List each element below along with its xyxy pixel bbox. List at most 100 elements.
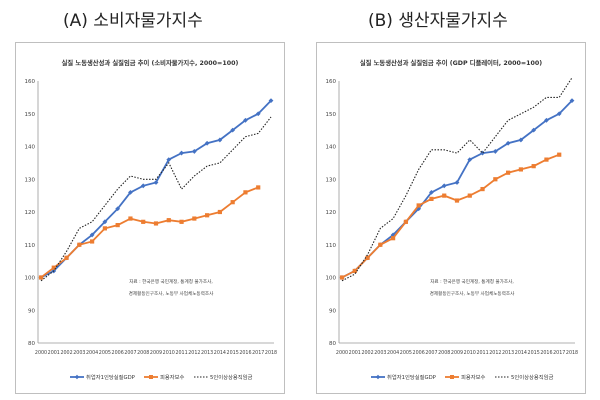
data-point	[339, 275, 345, 280]
y-tick-label: 100	[326, 276, 337, 282]
series-line-2	[341, 77, 573, 282]
y-tick-label: 80	[28, 341, 35, 347]
x-tick-label: 2015	[227, 350, 239, 356]
data-point	[569, 98, 575, 104]
data-point	[429, 189, 434, 195]
data-point	[391, 236, 396, 241]
chart-a-svg: 실질 노동생산성과 실질임금 추이 (소비자물가지수, 2000=100) 80 9…	[25, 58, 278, 381]
series-line-1	[341, 153, 560, 279]
x-tick-label: 2009	[451, 350, 463, 356]
chart-title: 실질 노동생산성과 실질임금 추이 (소비자물가지수, 2000=100)	[62, 58, 239, 67]
x-tick-label: 2011	[175, 350, 187, 356]
data-point	[90, 239, 95, 244]
x-tick-label: 2007	[425, 350, 437, 356]
y-tick-label: 110	[326, 243, 337, 249]
data-point	[243, 117, 248, 123]
data-point	[89, 232, 95, 238]
data-point	[505, 140, 511, 146]
chart-panel-b: 실질 노동생산성과 실질임금 추이 (GDP 디플레이터, 2000=100) 8…	[316, 42, 586, 394]
x-tick-label: 2006	[413, 350, 425, 356]
data-point	[141, 219, 146, 224]
panel-title-a: (A) 소비자물가지수	[63, 11, 203, 31]
x-tick-label: 2018	[265, 350, 277, 356]
data-point	[480, 150, 485, 156]
x-tick-label: 2016	[239, 350, 251, 356]
chart-title: 실질 노동생산성과 실질임금 추이 (GDP 디플레이터, 2000=100)	[360, 58, 542, 67]
x-tick-label: 2001	[48, 350, 60, 356]
y-tick-label: 140	[326, 145, 337, 151]
y-tick-label: 160	[25, 79, 36, 85]
x-tick-label: 2018	[566, 350, 578, 356]
x-tick-label: 2010	[163, 350, 175, 356]
data-point	[204, 140, 210, 146]
data-point	[115, 206, 121, 212]
legend-label: 취업자1인당실질GDP	[387, 373, 437, 381]
data-point	[38, 275, 44, 280]
x-tick-label: 2002	[361, 350, 373, 356]
legend-label: 취업자1인당실질GDP	[86, 373, 136, 381]
data-point	[102, 226, 107, 231]
data-point	[518, 167, 523, 172]
x-tick-label: 2014	[214, 350, 226, 356]
x-tick-label: 2000	[336, 350, 348, 356]
x-tick-label: 2012	[489, 350, 501, 356]
data-point	[115, 223, 120, 228]
x-tick-label: 2012	[188, 350, 200, 356]
data-point	[51, 265, 56, 270]
legend-label: 피용자보수	[461, 373, 485, 381]
chart-panel-a: 실질 노동생산성과 실질임금 추이 (소비자물가지수, 2000=100) 80 9…	[15, 42, 285, 394]
data-point	[128, 216, 133, 221]
legend-label: 5인이상상용직임금	[511, 373, 553, 381]
data-point	[480, 186, 485, 192]
x-tick-label: 2014	[515, 350, 527, 356]
data-point	[243, 190, 248, 195]
data-point	[153, 221, 159, 226]
data-point	[255, 111, 261, 117]
source-note: 경제활동인구조사, 노동부 사업체노동력조사	[430, 290, 515, 297]
data-point	[544, 157, 549, 162]
x-tick-label: 2016	[540, 350, 552, 356]
data-point	[441, 183, 447, 189]
data-point	[557, 152, 562, 157]
data-point	[544, 117, 549, 123]
data-point	[378, 242, 383, 247]
data-point	[556, 111, 562, 117]
y-tick-label: 80	[329, 341, 336, 347]
y-tick-label: 90	[329, 308, 336, 314]
y-tick-label: 150	[326, 112, 337, 118]
x-tick-label: 2017	[553, 350, 565, 356]
data-point	[467, 157, 473, 162]
x-tick-label: 2007	[124, 350, 136, 356]
data-point	[192, 216, 197, 221]
x-tick-label: 2017	[252, 350, 264, 356]
x-tick-label: 2008	[438, 350, 450, 356]
data-point	[64, 255, 69, 260]
data-point	[191, 149, 197, 154]
x-tick-label: 2001	[349, 350, 361, 356]
data-point	[492, 149, 498, 154]
source-note: 경제활동인구조사, 노동부 사업체노동력조사	[129, 290, 214, 297]
panel-title-b: (B) 생산자물가지수	[368, 11, 508, 31]
data-point	[217, 209, 222, 215]
data-point	[217, 137, 223, 143]
x-tick-label: 2005	[99, 350, 111, 356]
data-point	[416, 203, 421, 208]
data-point	[230, 200, 235, 205]
data-point	[256, 185, 261, 190]
legend-marker	[375, 374, 381, 380]
data-point	[403, 219, 408, 224]
data-point	[454, 198, 460, 203]
data-point	[429, 196, 434, 201]
data-point	[493, 177, 498, 182]
y-tick-label: 140	[25, 145, 36, 151]
x-tick-label: 2002	[60, 350, 72, 356]
data-point	[77, 242, 82, 247]
legend-marker	[74, 374, 80, 380]
y-tick-label: 150	[25, 112, 36, 118]
x-tick-label: 2010	[464, 350, 476, 356]
x-tick-label: 2009	[150, 350, 162, 356]
legend-label: 5인이상상용직임금	[210, 373, 252, 381]
series-line-0	[40, 99, 272, 279]
x-tick-label: 2004	[387, 350, 399, 356]
data-point	[518, 137, 524, 143]
